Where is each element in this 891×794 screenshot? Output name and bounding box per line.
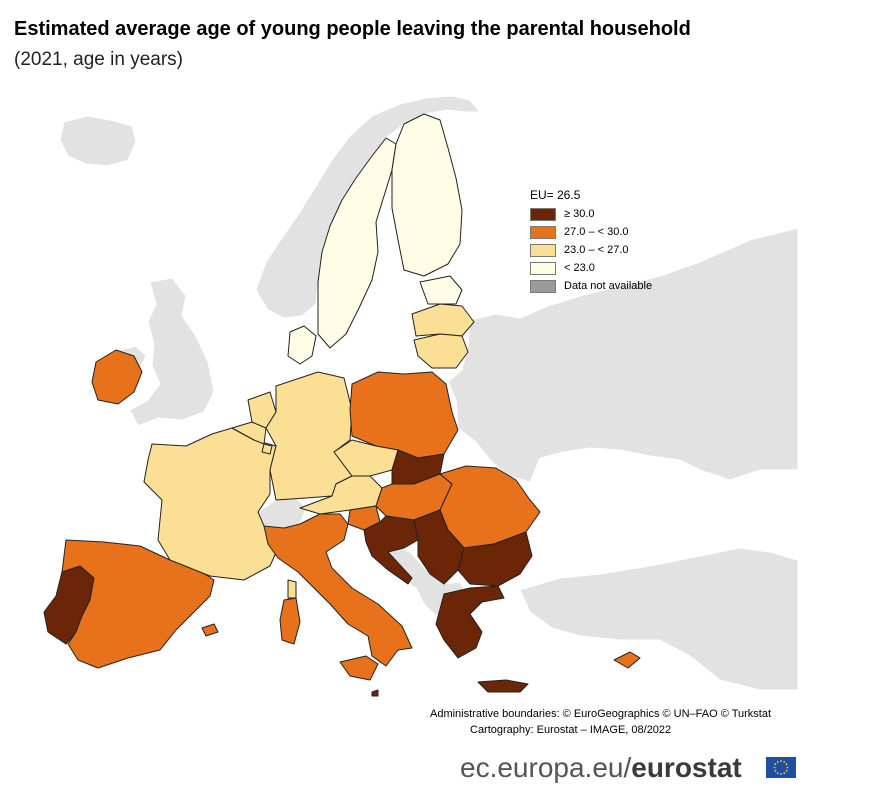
legend-swatch <box>530 243 556 257</box>
region-sardinia <box>279 597 301 645</box>
legend-label: 27.0 – < 30.0 <box>564 226 629 238</box>
region-balearic-islands <box>201 623 219 637</box>
non-eu-land <box>59 95 799 691</box>
legend-swatch <box>530 279 556 293</box>
eu-countries <box>43 113 641 697</box>
map-title: Estimated average age of young people le… <box>14 18 691 40</box>
region-italy <box>263 513 413 667</box>
legend-header: EU= 26.5 <box>530 188 581 202</box>
eu-flag-icon <box>766 757 796 778</box>
region-estonia <box>419 275 463 305</box>
region-germany <box>265 371 353 501</box>
legend-swatch <box>530 225 556 239</box>
legend-swatch <box>530 207 556 221</box>
legend-item: 23.0 – < 27.0 <box>530 241 652 259</box>
legend-item: 27.0 – < 30.0 <box>530 223 652 241</box>
legend-item: ≥ 30.0 <box>530 205 652 223</box>
credits-cartography: Cartography: Eurostat – IMAGE, 08/2022 <box>470 724 672 736</box>
region-russia-belarus-ukraine <box>447 227 799 483</box>
legend-label: < 23.0 <box>564 262 595 274</box>
map-subtitle: (2021, age in years) <box>14 49 183 70</box>
brand-domain: ec.europa.eu/ <box>460 752 632 783</box>
legend-label: 23.0 – < 27.0 <box>564 244 629 256</box>
legend-item: < 23.0 <box>530 259 652 277</box>
brand-name: eurostat <box>631 752 742 783</box>
region-sicily <box>339 655 379 681</box>
region-corsica <box>287 579 297 599</box>
legend-swatch <box>530 261 556 275</box>
region-croatia <box>363 515 419 585</box>
region-ireland <box>91 349 143 405</box>
region-lithuania <box>413 333 469 369</box>
region-bulgaria <box>457 531 533 587</box>
eurostat-url[interactable]: ec.europa.eu/eurostat <box>460 752 742 784</box>
region-turkey <box>519 547 799 691</box>
region-luxembourg <box>261 443 273 455</box>
region-austria <box>299 475 383 515</box>
region-sweden <box>317 137 397 349</box>
region-cyprus <box>613 651 641 669</box>
region-switzerland <box>257 497 307 529</box>
legend-item: Data not available <box>530 277 652 295</box>
region-poland <box>349 371 459 459</box>
region-greece <box>435 585 505 659</box>
europe-map <box>43 95 799 697</box>
region-united-kingdom <box>129 277 215 427</box>
region-latvia <box>411 303 475 337</box>
credits-boundaries: Administrative boundaries: © EuroGeograp… <box>430 708 772 720</box>
region-malta <box>371 689 379 697</box>
region-norway <box>255 95 482 319</box>
region-denmark <box>287 325 317 365</box>
region-iceland <box>59 115 137 167</box>
legend-label: ≥ 30.0 <box>564 208 595 220</box>
region-belgium <box>231 421 267 445</box>
legend-label: Data not available <box>564 280 653 292</box>
region-crete <box>477 679 529 693</box>
map-legend: EU= 26.5 ≥ 30.0 27.0 – < 30.0 23.0 – < 2… <box>530 188 652 295</box>
region-finland <box>391 113 463 277</box>
region-serbia <box>413 509 465 585</box>
